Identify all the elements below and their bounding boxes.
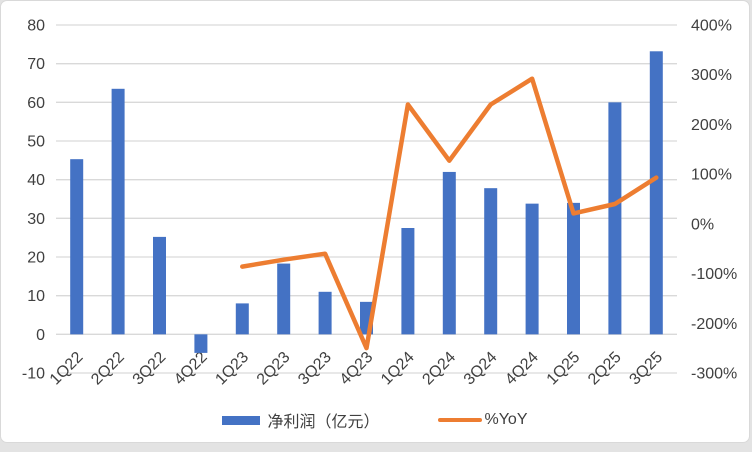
left-axis-tick-label: -10 (22, 366, 45, 383)
right-axis-tick-label: -200% (691, 316, 737, 333)
net-profit-bar[interactable] (649, 51, 663, 335)
x-axis-category-label: 3Q23 (295, 349, 335, 389)
x-axis-category-label: 2Q25 (585, 349, 625, 389)
left-axis-tick-label: 50 (27, 134, 45, 151)
left-axis-tick-label: 30 (27, 211, 45, 228)
yoy-line[interactable] (240, 76, 659, 351)
right-axis-tick-label: 0% (691, 216, 714, 233)
chart-area: 80 70 60 50 40 30 20 10 0 -10 400% 300% 200% 100% 0% -… (0, 0, 750, 443)
x-axis-category-label: 1Q23 (212, 349, 252, 389)
x-axis-category-label: 3Q24 (461, 349, 501, 389)
y-axis-right: 400% 300% 200% 100% 0% -100% -200% -300% (691, 18, 737, 383)
left-axis-tick-label: 60 (27, 95, 45, 112)
x-axis: 1Q22 2Q22 3Q22 4Q22 1Q23 2Q23 3Q23 4Q23 1Q24 2Q24… (47, 349, 666, 389)
net-profit-bar[interactable] (318, 291, 332, 335)
x-axis-category-label: 4Q23 (337, 349, 377, 389)
x-axis-category-label: 1Q24 (378, 349, 418, 389)
left-axis-tick-label: 70 (27, 56, 45, 73)
legend-bar-swatch (222, 415, 261, 425)
legend-line-swatch (437, 417, 482, 423)
right-axis-tick-label: 100% (691, 167, 732, 184)
right-axis-tick-label: 300% (691, 67, 732, 84)
line-series (240, 76, 659, 351)
y-axis-left: 80 70 60 50 40 30 20 10 0 -10 (22, 18, 45, 383)
x-axis-category-label: 1Q22 (47, 349, 87, 389)
x-axis-category-label: 2Q23 (254, 349, 294, 389)
x-axis-category-label: 4Q24 (502, 349, 542, 389)
net-profit-bar[interactable] (608, 102, 622, 335)
left-axis-tick-label: 10 (27, 288, 45, 305)
legend-label-yoy: %YoY (484, 411, 528, 428)
net-profit-bar[interactable] (194, 334, 208, 353)
net-profit-bar[interactable] (484, 188, 498, 335)
net-profit-bar[interactable] (567, 202, 580, 335)
chart-svg: 80 70 60 50 40 30 20 10 0 -10 400% 300% 200% 100% 0% -… (22, 18, 737, 389)
legend-label-net-profit: 净利润（亿元） (267, 414, 380, 431)
right-axis-tick-label: -100% (691, 266, 737, 283)
net-profit-bar[interactable] (525, 203, 539, 335)
right-axis-tick-label: 400% (691, 18, 732, 35)
x-axis-category-label: 4Q22 (171, 349, 211, 389)
x-axis-category-label: 3Q25 (626, 349, 666, 389)
right-axis-tick-label: 200% (691, 117, 732, 134)
left-axis-tick-label: 40 (27, 172, 45, 189)
net-profit-bar[interactable] (277, 263, 291, 335)
net-profit-bar[interactable] (235, 303, 249, 335)
right-axis-tick-label: -300% (691, 366, 737, 383)
x-axis-category-label: 3Q22 (130, 349, 170, 389)
x-axis-category-label: 2Q22 (88, 349, 128, 389)
chart-legend: 净利润（亿元） %YoY (1, 407, 749, 433)
left-axis-tick-label: 20 (27, 250, 45, 267)
left-axis-tick-label: 0 (36, 327, 45, 344)
left-axis-tick-label: 80 (27, 18, 45, 35)
net-profit-bar[interactable] (70, 159, 84, 335)
net-profit-bar[interactable] (401, 228, 415, 335)
x-axis-category-label: 1Q25 (544, 349, 584, 389)
legend-item-yoy[interactable]: %YoY (437, 411, 528, 429)
net-profit-bar[interactable] (442, 171, 456, 335)
x-axis-category-label: 2Q24 (419, 349, 459, 389)
bar-series (70, 51, 663, 353)
net-profit-bar[interactable] (153, 236, 166, 335)
net-profit-bar[interactable] (111, 88, 125, 335)
legend-item-net-profit[interactable]: 净利润（亿元） (222, 408, 380, 432)
